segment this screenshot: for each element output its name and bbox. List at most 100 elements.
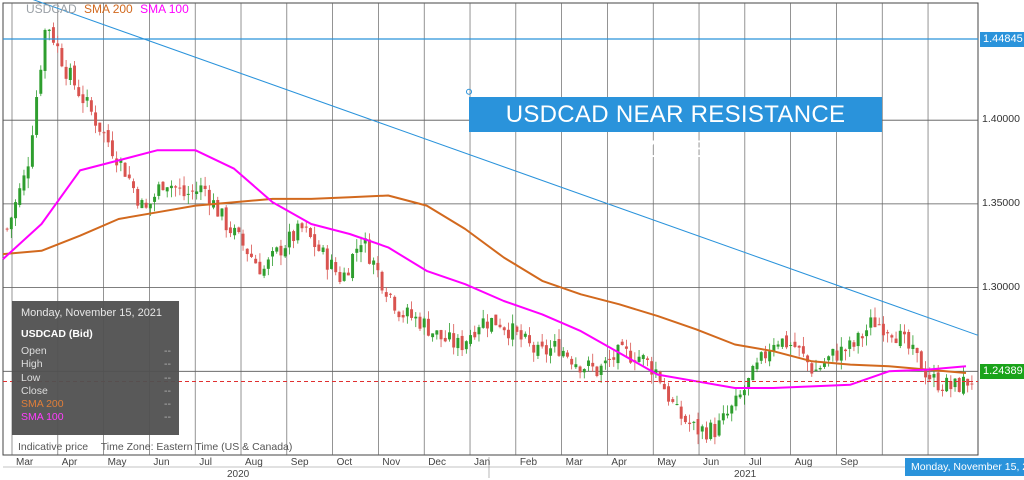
info-row-high: High -- [21,358,171,371]
candle-body [616,344,620,364]
candle-body [595,366,599,376]
candle-body [452,333,456,348]
candle-body [612,357,616,360]
x-tick-label: Nov [382,457,401,468]
candle-body [814,369,818,371]
candle-body [216,200,220,217]
candle-body [919,351,923,371]
candle-body [856,332,860,347]
candle-body [477,327,481,335]
candle-body [860,336,864,339]
candle-body [801,346,805,354]
candle-body [734,395,738,407]
candle-body [970,383,974,385]
candle-body [237,227,241,233]
candle-body [587,360,590,366]
candle-body [140,200,144,209]
candle-body [797,345,801,348]
candle-body [481,318,485,328]
candle-body [570,358,574,365]
year-label: 2020 [227,469,250,480]
info-row-sma100: SMA 100 -- [21,411,171,424]
candle-body [936,372,940,391]
candle-body [831,348,835,356]
annotation-banner: USDCAD NEAR RESISTANCE ZONE [469,97,882,163]
candle-body [136,189,140,206]
candle-body [911,344,915,350]
candle-body [81,94,85,104]
resistance-trendline [32,0,979,336]
candle-body [85,97,89,101]
candle-body [818,367,822,370]
candle-body [890,335,894,338]
candle-body [932,374,936,378]
candle-body [224,207,228,231]
candle-body [565,352,569,357]
candle-body [119,159,123,163]
candle-body [401,314,405,318]
candle-body [372,260,376,265]
candle-body [275,247,279,252]
candle-body [384,292,388,297]
candle-body [898,330,902,347]
candle-body [873,317,877,328]
candle-body [279,245,283,256]
candle-body [56,43,60,47]
candle-body [549,348,553,356]
candle-body [426,318,430,336]
x-tick-label: Aug [245,457,263,468]
candle-body [283,248,287,257]
x-tick-label: Jul [748,457,762,468]
candle-body [330,259,333,269]
candle-body [35,97,39,135]
candle-body [700,426,704,432]
candle-body [713,423,717,438]
candle-body [14,202,18,219]
candle-body [591,362,595,367]
legend-sma200[interactable]: SMA 200 [84,2,133,16]
candle-body [186,193,190,195]
candlestick-series [5,22,974,445]
candle-body [789,344,793,346]
info-row-sma200: SMA 200 -- [21,398,171,411]
y-tick-label: 1.40000 [982,113,1020,126]
candle-body [199,185,203,193]
candle-body [161,181,165,191]
candle-body [506,329,510,339]
candle-body [528,335,531,344]
candle-body [102,132,106,134]
candle-body [536,344,540,356]
candle-body [182,185,186,197]
candle-body [692,421,696,423]
candle-body [658,371,662,383]
sma100-line [2,149,967,389]
candle-body [721,413,725,421]
candle-body [793,341,797,347]
chart-legend: USDCAD SMA 200 SMA 100 [4,2,193,16]
candle-body [485,321,489,329]
candle-body [313,234,317,248]
trendline-anchor [466,88,472,95]
candle-body [165,187,169,192]
candle-body [561,350,565,357]
candle-body [511,323,515,340]
candle-body [148,203,152,209]
candle-body [110,140,114,157]
candle-body [650,361,654,375]
legend-sma100[interactable]: SMA 100 [140,2,189,16]
candle-body [245,248,249,255]
info-date: Monday, November 15, 2021 [21,307,163,319]
candle-body [473,331,477,338]
x-tick-label: May [657,457,677,468]
candle-body [852,342,856,347]
candle-body [654,369,658,375]
candle-body [47,29,51,31]
candle-body [414,316,418,319]
candle-body [410,309,414,318]
candle-body [624,346,628,349]
candle-body [43,29,47,71]
candle-body [94,112,98,126]
plot-frame [2,2,979,456]
candle-body [949,381,953,390]
candle-body [153,196,157,202]
